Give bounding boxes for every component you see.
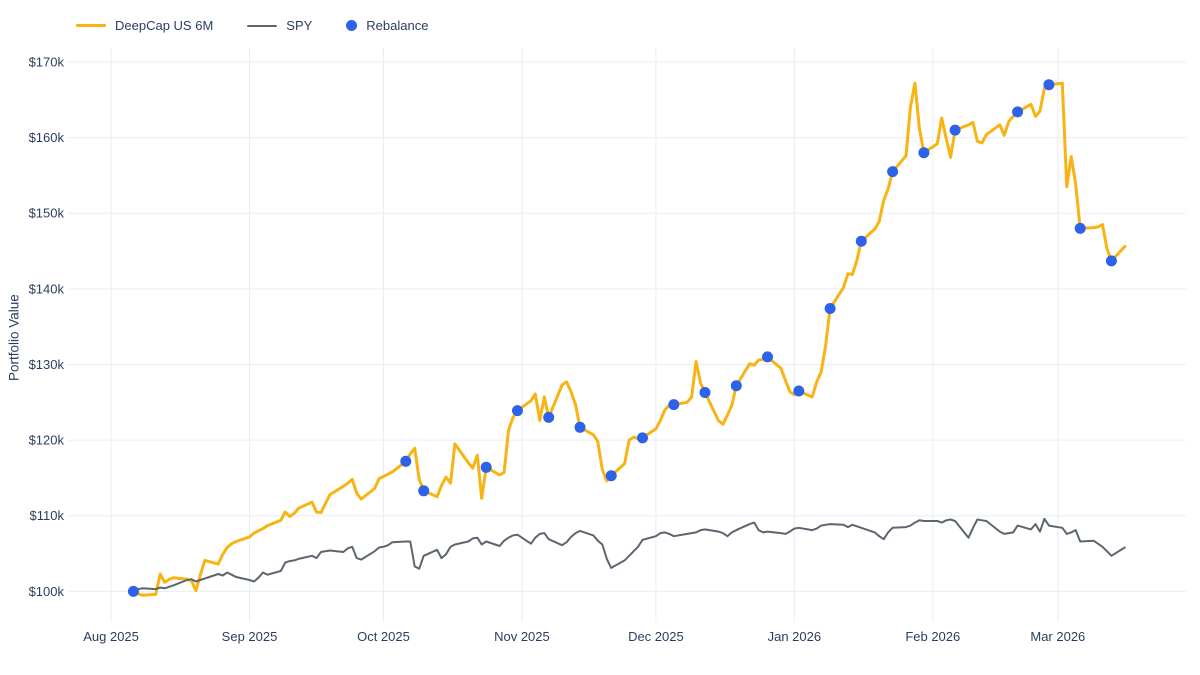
rebalance-marker[interactable] <box>1043 79 1055 91</box>
rebalance-marker[interactable] <box>1012 106 1024 118</box>
rebalance-marker[interactable] <box>918 147 930 159</box>
rebalance-marker[interactable] <box>730 380 742 392</box>
rebalance-marker[interactable] <box>887 166 899 178</box>
rebalance-marker[interactable] <box>418 485 430 497</box>
rebalance-marker[interactable] <box>637 432 648 444</box>
rebalance-marker[interactable] <box>1074 222 1086 234</box>
rebalance-marker[interactable] <box>127 585 139 597</box>
x-tick-label: Sep 2025 <box>222 629 278 644</box>
x-tick-label: Feb 2026 <box>905 629 960 644</box>
legend-item-rebalance[interactable]: Rebalance <box>346 18 428 33</box>
y-tick-label: $100k <box>29 584 65 599</box>
x-tick-label: Mar 2026 <box>1030 629 1085 644</box>
chart-legend: DeepCap US 6M SPY Rebalance <box>76 18 428 33</box>
y-axis-title: Portfolio Value <box>6 294 22 381</box>
rebalance-marker[interactable] <box>668 399 680 411</box>
spy-series-line[interactable] <box>132 517 1126 593</box>
legend-label-spy: SPY <box>286 18 313 33</box>
rebalance-markers[interactable] <box>127 79 1117 597</box>
rebalance-marker[interactable] <box>543 411 555 423</box>
y-tick-label: $110k <box>30 508 65 523</box>
deepcap-line-swatch-icon <box>76 24 106 27</box>
rebalance-marker[interactable] <box>400 455 412 467</box>
rebalance-marker[interactable] <box>824 303 836 314</box>
spy-line-swatch-icon <box>247 24 278 27</box>
rebalance-marker[interactable] <box>605 470 617 482</box>
y-tick-label: $160k <box>29 130 65 145</box>
x-tick-label: Aug 2025 <box>83 629 139 644</box>
y-tick-label: $170k <box>29 54 65 69</box>
rebalance-marker[interactable] <box>855 235 867 247</box>
legend-label-rebalance: Rebalance <box>366 18 429 33</box>
x-tick-label: Nov 2025 <box>494 629 550 644</box>
rebalance-marker[interactable] <box>512 405 523 417</box>
y-tick-label: $150k <box>29 206 65 221</box>
y-tick-label: $140k <box>29 281 65 296</box>
legend-label-deepcap: DeepCap US 6M <box>115 18 214 33</box>
rebalance-marker[interactable] <box>949 124 961 136</box>
rebalance-marker[interactable] <box>480 461 492 473</box>
rebalance-marker-swatch-icon <box>346 20 358 31</box>
rebalance-marker[interactable] <box>699 387 711 398</box>
legend-item-deepcap[interactable]: DeepCap US 6M <box>76 18 213 33</box>
rebalance-marker[interactable] <box>574 421 586 433</box>
x-tick-label: Dec 2025 <box>628 629 684 644</box>
y-tick-label: $130k <box>29 357 65 372</box>
x-tick-label: Oct 2025 <box>357 629 410 644</box>
x-tick-label: Jan 2026 <box>768 629 822 644</box>
rebalance-marker[interactable] <box>1105 255 1117 267</box>
y-tick-label: $120k <box>29 433 65 448</box>
rebalance-marker[interactable] <box>793 385 805 397</box>
deepcap-series-line[interactable] <box>131 81 1127 597</box>
legend-item-spy[interactable]: SPY <box>247 18 312 33</box>
rebalance-marker[interactable] <box>762 351 773 363</box>
